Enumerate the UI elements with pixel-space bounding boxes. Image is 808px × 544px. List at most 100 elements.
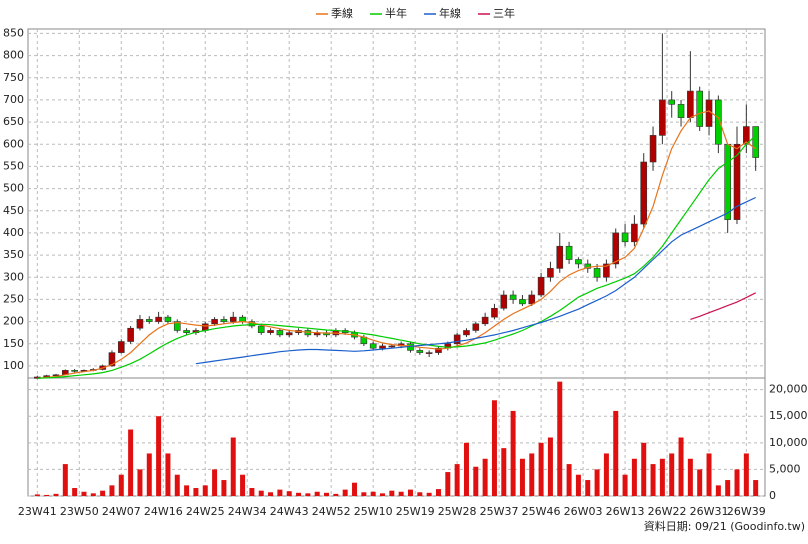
volume-tick-label: 0 bbox=[769, 489, 776, 502]
candle-body bbox=[547, 268, 554, 278]
candle-body bbox=[229, 316, 237, 322]
volume-bar bbox=[156, 416, 162, 496]
volume-bar bbox=[137, 469, 143, 496]
y-tick-label: 400 bbox=[3, 226, 24, 239]
volume-bar bbox=[631, 458, 637, 496]
y-tick-label: 150 bbox=[3, 337, 24, 350]
x-tick-label: 26W39 bbox=[727, 505, 766, 518]
volume-bar bbox=[687, 458, 693, 496]
candle-body bbox=[276, 330, 284, 336]
y-tick-label: 700 bbox=[3, 93, 24, 106]
candle-body bbox=[267, 330, 274, 333]
candle-body bbox=[201, 323, 209, 331]
legend-label: 年線 bbox=[439, 6, 461, 20]
volume-bar bbox=[491, 400, 497, 496]
volume-bar bbox=[575, 474, 581, 496]
volume-bar bbox=[333, 493, 339, 496]
candle-body bbox=[509, 294, 517, 300]
volume-bar bbox=[146, 453, 152, 496]
volume-bar bbox=[463, 442, 469, 496]
volume-bar bbox=[473, 466, 479, 496]
volume-bar bbox=[547, 437, 553, 496]
candle-body bbox=[379, 345, 386, 349]
candle-body bbox=[173, 321, 181, 331]
candle-body bbox=[752, 126, 759, 158]
ma-line bbox=[37, 110, 757, 379]
volume-bar bbox=[426, 492, 432, 496]
volume-bar bbox=[659, 458, 665, 496]
x-tick-label: 25W19 bbox=[396, 505, 435, 518]
x-tick-label: 23W50 bbox=[60, 505, 99, 518]
legend-label: 半年 bbox=[385, 6, 407, 20]
x-tick-label: 26W22 bbox=[648, 505, 687, 518]
x-tick-label: 24W07 bbox=[102, 505, 141, 518]
y-tick-label: 750 bbox=[3, 71, 24, 84]
volume-bar bbox=[128, 429, 134, 496]
x-tick-label: 25W37 bbox=[480, 505, 519, 518]
volume-bar bbox=[314, 491, 320, 496]
volume-bar bbox=[53, 493, 59, 496]
x-tick-label: 25W46 bbox=[522, 505, 561, 518]
volume-bar bbox=[510, 410, 516, 496]
candle-body bbox=[584, 263, 592, 269]
volume-bar bbox=[109, 485, 115, 496]
ma-line bbox=[37, 134, 757, 379]
x-tick-label: 26W13 bbox=[606, 505, 645, 518]
volume-bar bbox=[706, 453, 712, 496]
candle-body bbox=[612, 232, 620, 265]
volume-bar bbox=[202, 485, 208, 496]
y-tick-label: 850 bbox=[3, 26, 24, 39]
candle-body bbox=[52, 374, 60, 377]
volume-tick-label: 5,000 bbox=[769, 462, 801, 475]
candle-body bbox=[463, 330, 470, 336]
volume-bar bbox=[380, 493, 386, 496]
volume-bar bbox=[361, 492, 367, 496]
x-tick-label: 24W43 bbox=[270, 505, 309, 518]
x-tick-label: 24W34 bbox=[228, 505, 267, 518]
candle-body bbox=[659, 99, 666, 136]
candle-body bbox=[491, 307, 498, 318]
candle-body bbox=[416, 350, 424, 353]
volume-bar bbox=[697, 469, 703, 496]
volume-bar bbox=[734, 469, 740, 496]
candle-body bbox=[593, 268, 601, 278]
volume-bar bbox=[585, 480, 591, 496]
candle-body bbox=[183, 330, 190, 333]
candle-body bbox=[640, 161, 648, 225]
candle-body bbox=[220, 319, 228, 322]
volume-bar bbox=[529, 453, 535, 496]
x-tick-label: 24W52 bbox=[312, 505, 351, 518]
volume-bar bbox=[454, 464, 460, 496]
volume-bar bbox=[594, 469, 600, 496]
candle-body bbox=[136, 319, 144, 329]
plot-frame bbox=[27, 28, 766, 497]
y-tick-label: 800 bbox=[3, 49, 24, 62]
volume-bar bbox=[184, 485, 190, 496]
candle-body bbox=[519, 299, 526, 305]
volume-bar bbox=[34, 494, 40, 496]
candle-body bbox=[239, 316, 246, 322]
candle-body bbox=[687, 90, 694, 118]
volume-bar bbox=[641, 442, 647, 496]
volume-bar bbox=[212, 469, 218, 496]
y-tick-label: 300 bbox=[3, 270, 24, 283]
candle-body bbox=[285, 332, 293, 336]
volume-bar bbox=[268, 492, 274, 496]
candle-body bbox=[388, 345, 396, 348]
volume-bar bbox=[445, 472, 451, 496]
candle-body bbox=[733, 143, 741, 220]
candle-body bbox=[257, 325, 265, 333]
candle-body bbox=[164, 316, 172, 322]
volume-bar bbox=[725, 480, 731, 496]
volume-bar bbox=[538, 442, 544, 496]
volume-bar bbox=[743, 453, 749, 496]
y-tick-label: 550 bbox=[3, 159, 24, 172]
candle-body bbox=[528, 294, 536, 305]
volume-bar bbox=[277, 489, 283, 496]
candle-body bbox=[621, 232, 629, 243]
candle-body bbox=[556, 245, 564, 269]
volume-bar bbox=[258, 490, 264, 496]
volume-bar bbox=[613, 410, 619, 496]
candle-body bbox=[369, 343, 377, 349]
